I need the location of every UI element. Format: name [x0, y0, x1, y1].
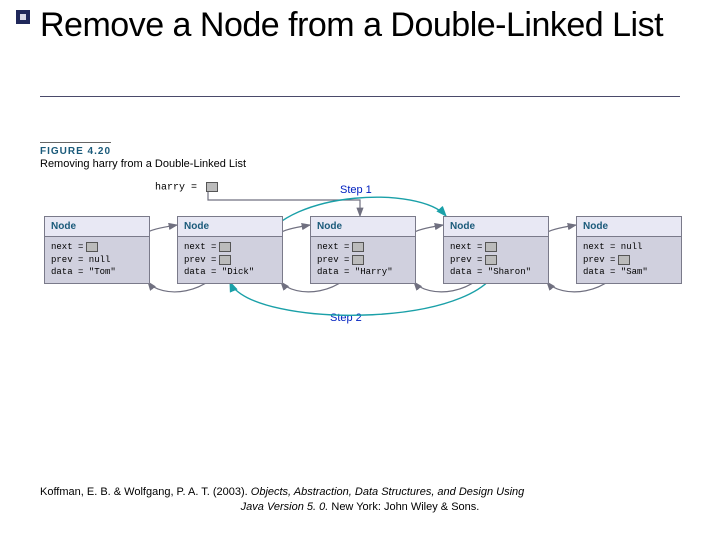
node-4: Nodenext = nullprev =data = "Sam" — [576, 216, 682, 284]
node-body: next =prev =data = "Sharon" — [444, 237, 548, 283]
citation: Koffman, E. B. & Wolfgang, P. A. T. (200… — [40, 485, 680, 514]
node-0: Nodenext =prev = nulldata = "Tom" — [44, 216, 150, 284]
prev-ptr-box — [618, 255, 630, 265]
node-prev-row: prev = null — [51, 254, 143, 267]
prev-ptr-box — [352, 255, 364, 265]
prev-ptr-box — [485, 255, 497, 265]
node-next-row: next = — [317, 241, 409, 254]
node-1: Nodenext =prev =data = "Dick" — [177, 216, 283, 284]
node-header: Node — [178, 217, 282, 237]
node-next-row: next = — [51, 241, 143, 254]
node-prev-row: prev = — [583, 254, 675, 267]
node-prev-row: prev = — [450, 254, 542, 267]
node-body: next =prev =data = "Harry" — [311, 237, 415, 283]
node-prev-row: prev = — [317, 254, 409, 267]
node-next-row: next = — [450, 241, 542, 254]
node-data-row: data = "Sharon" — [450, 266, 542, 279]
next-ptr-box — [219, 242, 231, 252]
figure-caption: Removing harry from a Double-Linked List — [40, 158, 246, 170]
node-body: next = nullprev =data = "Sam" — [577, 237, 681, 283]
next-ptr-box — [485, 242, 497, 252]
node-next-row: next = — [184, 241, 276, 254]
page-title: Remove a Node from a Double-Linked List — [40, 6, 663, 45]
next-ptr-box — [352, 242, 364, 252]
linked-list-diagram: Nodenext =prev = nulldata = "Tom"Nodenex… — [30, 180, 700, 380]
node-data-row: data = "Dick" — [184, 266, 276, 279]
title-underline — [40, 96, 680, 97]
node-data-row: data = "Sam" — [583, 266, 675, 279]
title-bullet — [16, 10, 30, 24]
node-body: next =prev = nulldata = "Tom" — [45, 237, 149, 283]
node-data-row: data = "Tom" — [51, 266, 143, 279]
title-bullet-inner — [20, 14, 26, 20]
prev-ptr-box — [219, 255, 231, 265]
node-header: Node — [577, 217, 681, 237]
node-next-row: next = null — [583, 241, 675, 254]
next-ptr-box — [86, 242, 98, 252]
node-header: Node — [45, 217, 149, 237]
node-data-row: data = "Harry" — [317, 266, 409, 279]
node-2: Nodenext =prev =data = "Harry" — [310, 216, 416, 284]
citation-line2: Java Version 5. 0. New York: John Wiley … — [40, 500, 680, 514]
node-body: next =prev =data = "Dick" — [178, 237, 282, 283]
figure-label: FIGURE 4.20 — [40, 142, 111, 157]
node-prev-row: prev = — [184, 254, 276, 267]
citation-line1: Koffman, E. B. & Wolfgang, P. A. T. (200… — [40, 486, 524, 498]
node-header: Node — [444, 217, 548, 237]
node-header: Node — [311, 217, 415, 237]
node-3: Nodenext =prev =data = "Sharon" — [443, 216, 549, 284]
